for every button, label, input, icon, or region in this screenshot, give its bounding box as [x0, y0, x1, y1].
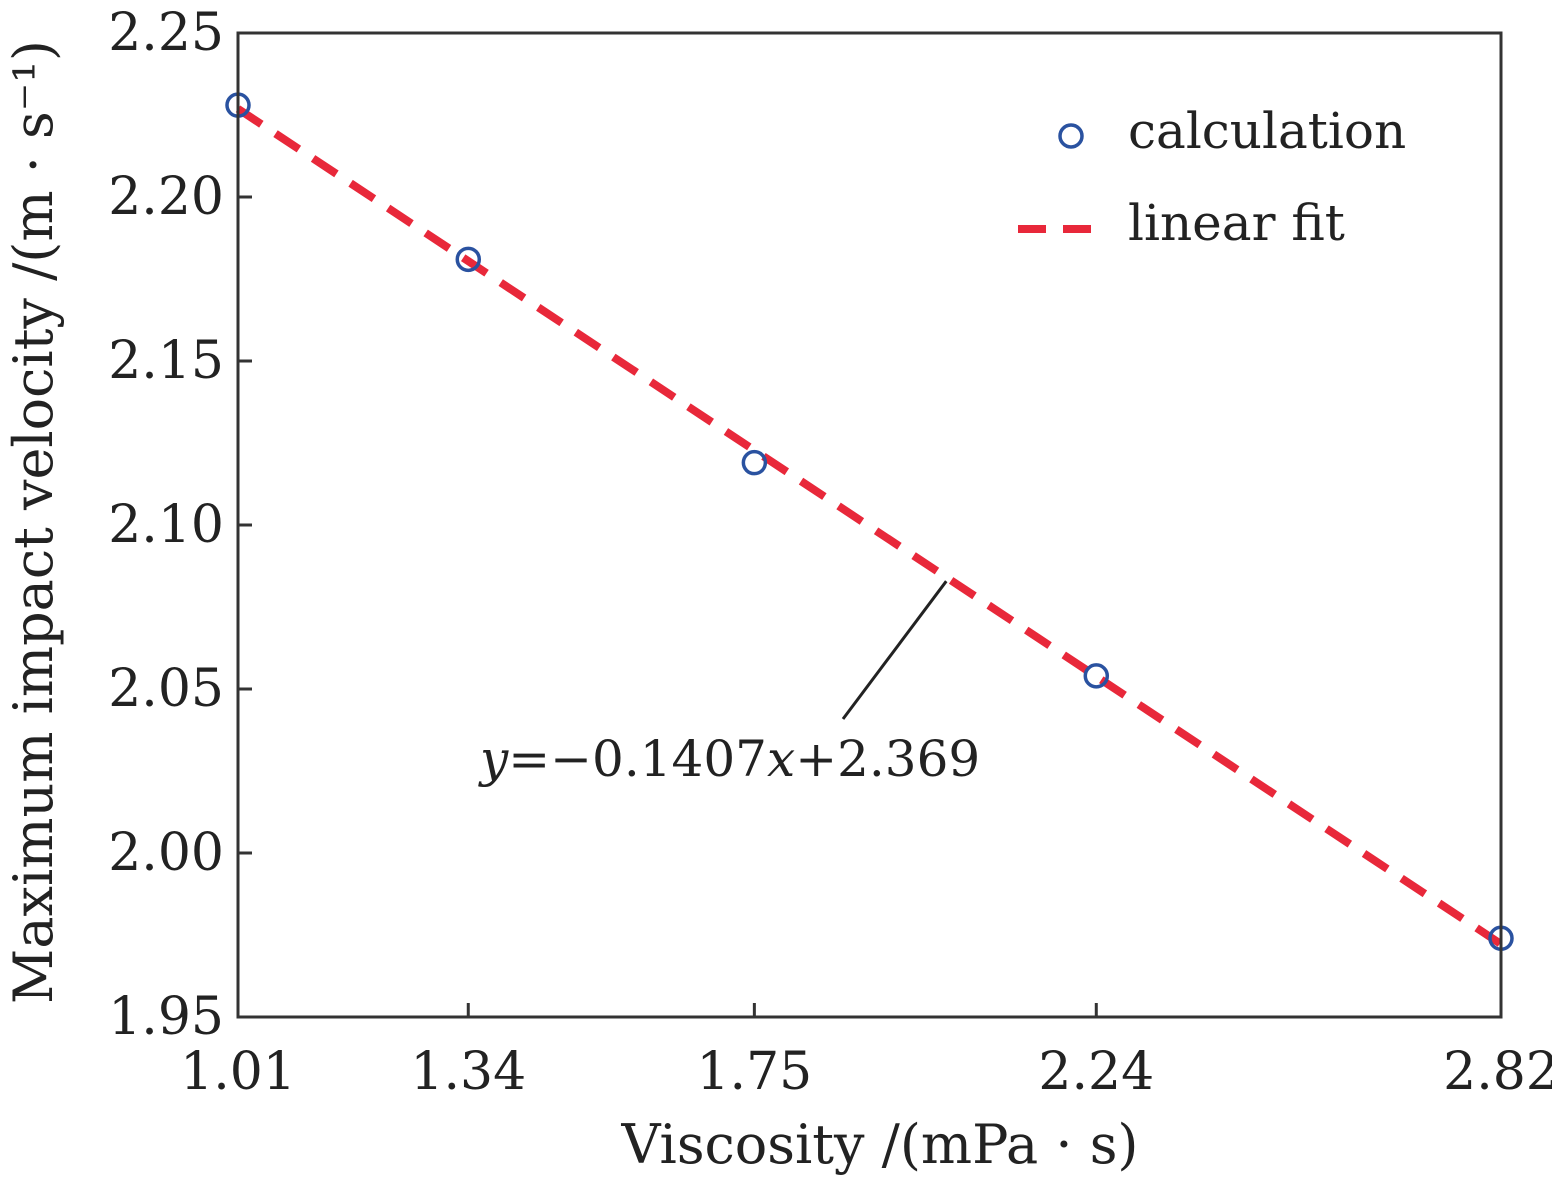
- annotation-equation: y=−0.1407x+2.369: [478, 730, 980, 788]
- annotation-var-y: y: [478, 730, 509, 788]
- y-tick-label-2.15: 2.15: [108, 331, 224, 391]
- data-point-1: [455, 246, 482, 273]
- y-tick-label-1.95: 1.95: [108, 987, 224, 1047]
- plot-layer: 1.95 2.00 2.05 2.10 2.15 2.20 2.25 1.01 1.34 1.75…: [108, 3, 1552, 1102]
- y-tick-label-2.20: 2.20: [108, 167, 224, 227]
- fit-annotation: y=−0.1407x+2.369: [478, 580, 980, 788]
- legend: calculation linear fit: [1018, 102, 1406, 252]
- data-point-3: [1083, 663, 1110, 689]
- x-tick-label-1.01: 1.01: [180, 1042, 296, 1102]
- annotation-coef: =−0.1407: [508, 730, 767, 788]
- x-tick-label-1.34: 1.34: [410, 1042, 526, 1102]
- plot-frame: [236, 31, 1503, 1019]
- legend-label-calculation: calculation: [1128, 102, 1406, 160]
- data-point-2: [741, 449, 768, 476]
- y-tick-label-2.10: 2.10: [108, 495, 224, 555]
- annotation-leader-line: [841, 580, 948, 720]
- y-tick-label-2.25: 2.25: [108, 3, 224, 63]
- x-tick-label-1.75: 1.75: [696, 1042, 812, 1102]
- linear-fit-line: [235, 105, 1504, 948]
- x-axis-title: Viscosity /(mPa · s): [621, 1113, 1139, 1176]
- annotation-intercept: +2.369: [795, 730, 980, 788]
- x-tick-label-2.24: 2.24: [1038, 1042, 1154, 1102]
- x-tick-label-2.82: 2.82: [1443, 1042, 1552, 1102]
- legend-label-linear-fit: linear fit: [1128, 194, 1345, 252]
- legend-marker-calculation: [1058, 123, 1084, 149]
- y-tick-label-2.00: 2.00: [108, 823, 224, 883]
- y-axis-title: Maximum impact velocity /(m · s⁻¹): [2, 40, 65, 1004]
- y-tick-label-2.05: 2.05: [108, 659, 224, 719]
- annotation-var-x: x: [767, 730, 795, 788]
